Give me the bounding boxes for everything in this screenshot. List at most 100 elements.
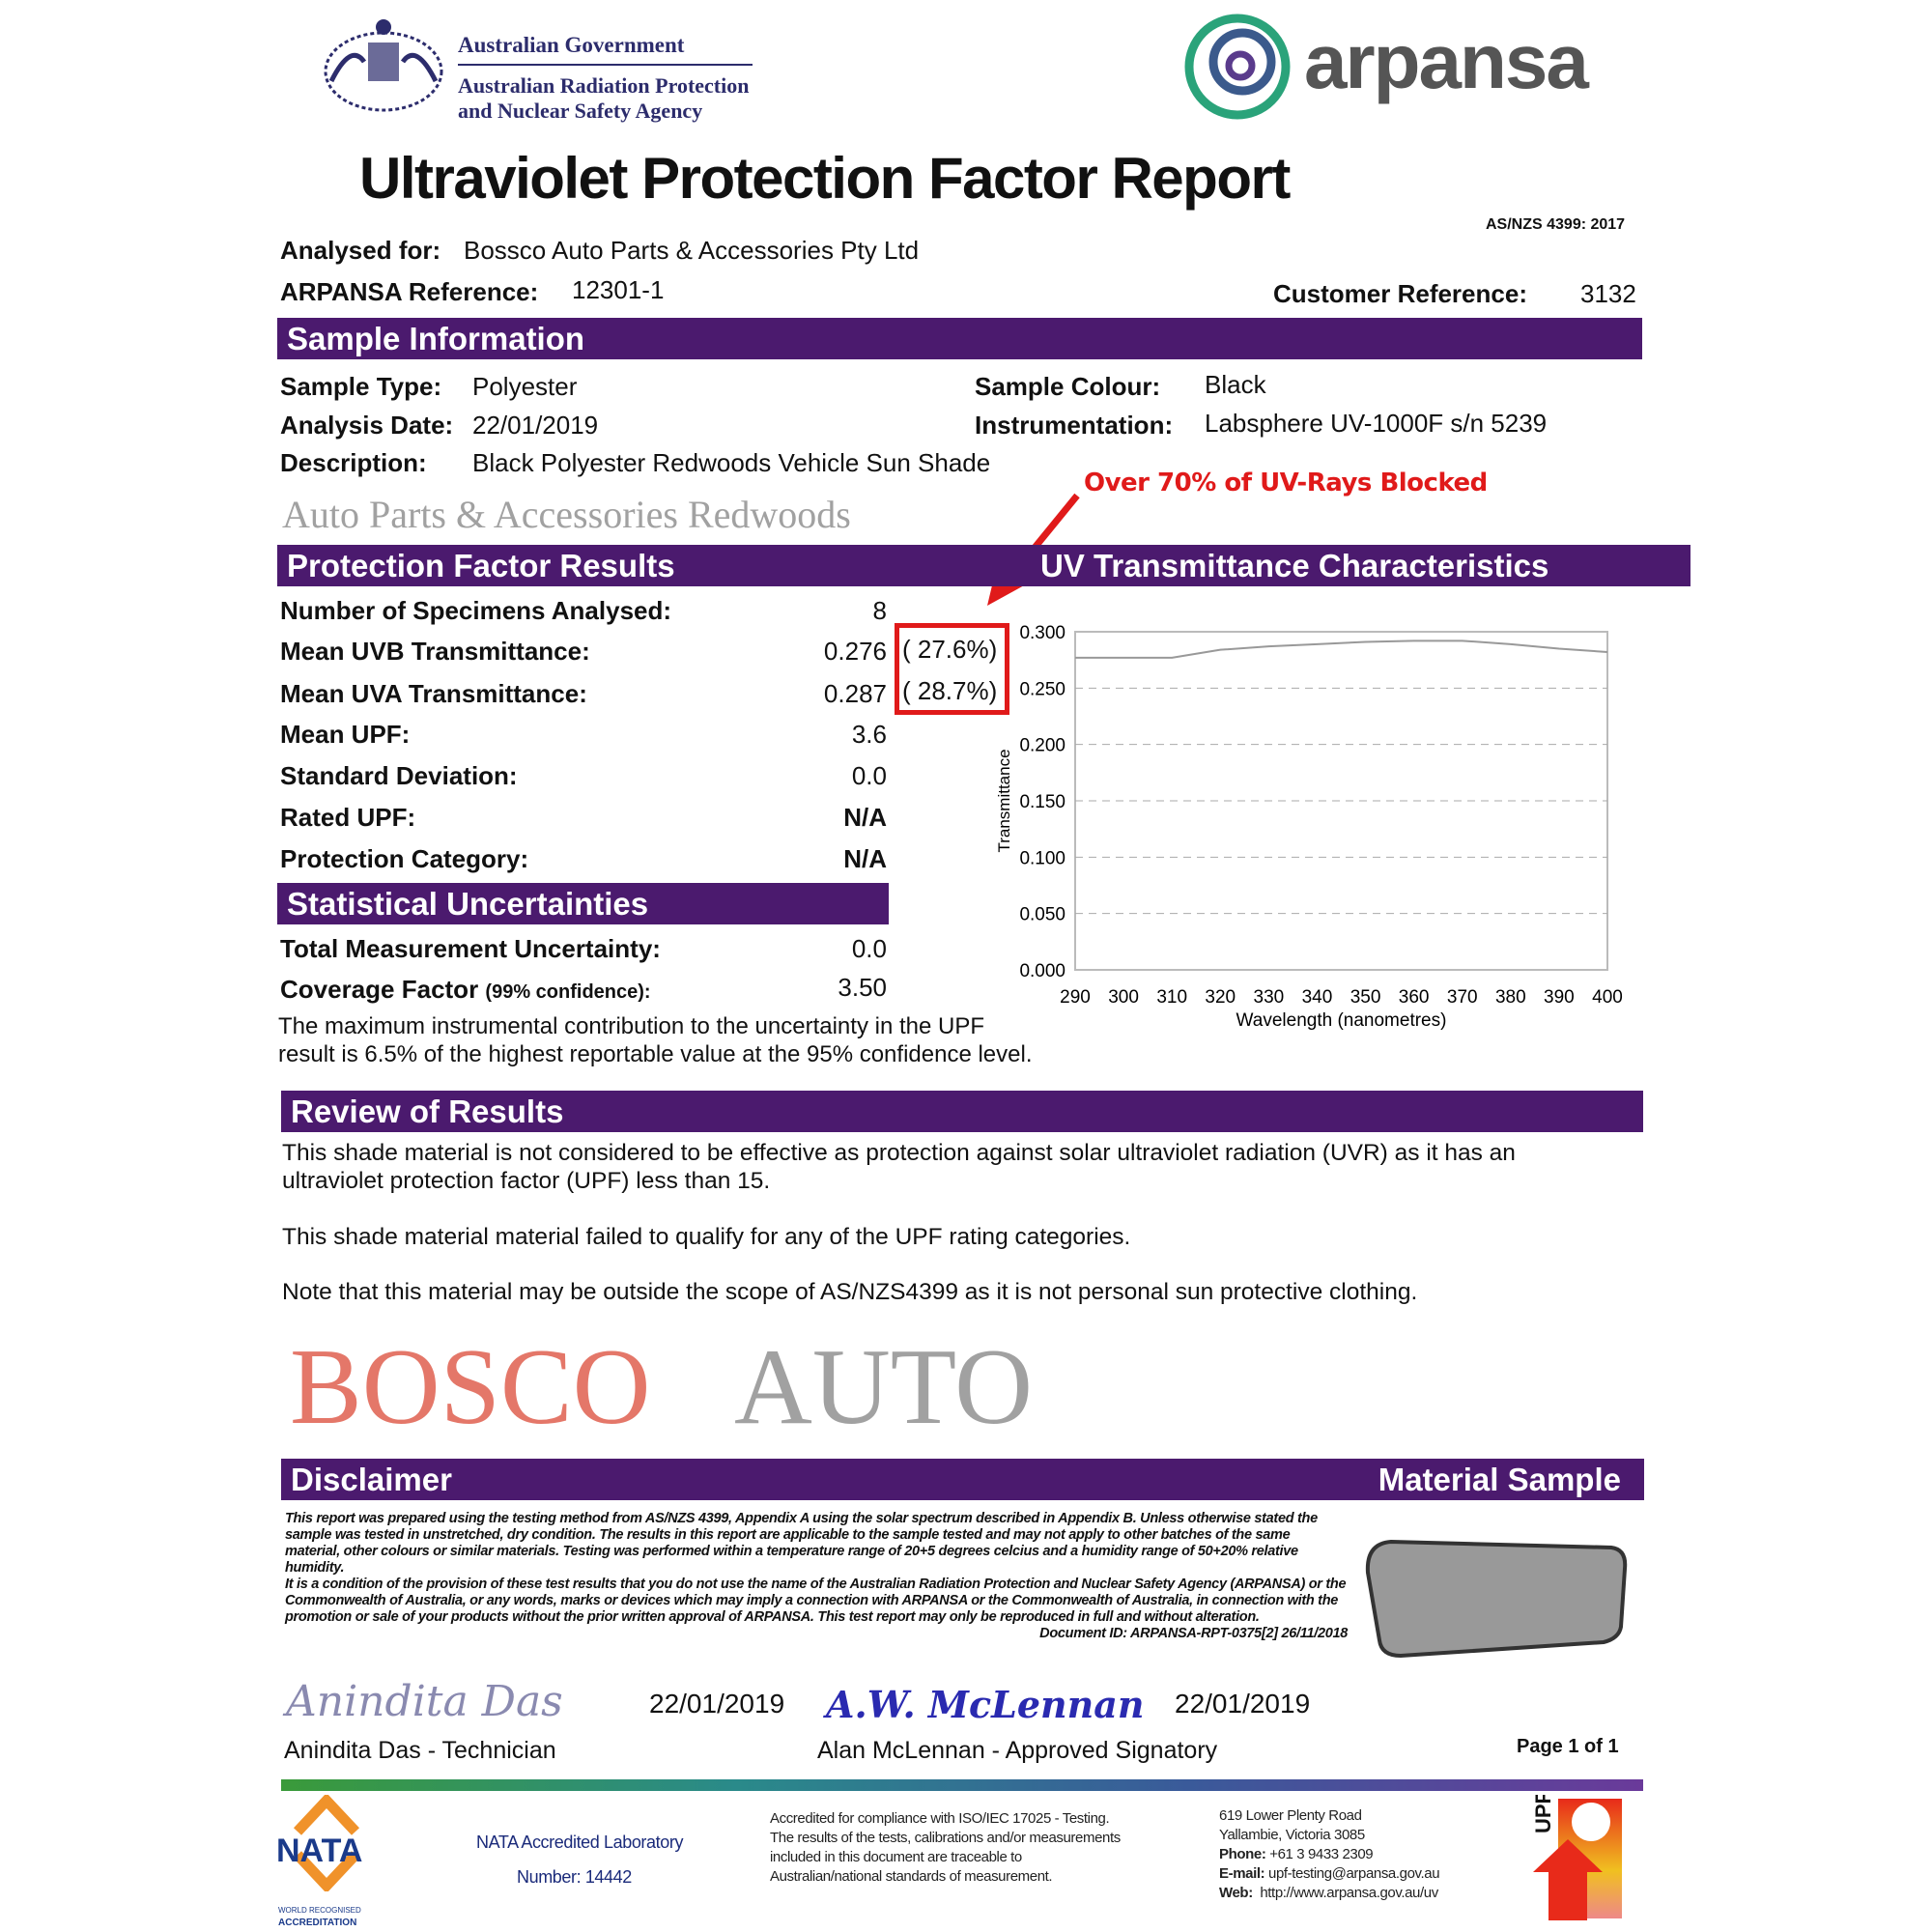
uv-chart-heading: UV Transmittance Characteristics <box>1040 548 1549 583</box>
coverage-factor-text: Coverage Factor <box>280 975 479 1004</box>
accreditation-text: Accredited for compliance with ISO/IEC 1… <box>770 1809 1121 1887</box>
phone-label: Phone: <box>1219 1846 1266 1862</box>
analysis-date-label: Analysis Date: <box>280 411 454 440</box>
uncertainty-para-1: The maximum instrumental contribution to… <box>278 1013 984 1039</box>
y-axis-label: Transmittance <box>995 749 1013 852</box>
description-value: Black Polyester Redwoods Vehicle Sun Sha… <box>472 448 991 477</box>
protection-results-title: Protection Factor Results <box>287 548 675 583</box>
analysed-for-label: Analysed for: <box>280 236 441 265</box>
sample-colour-value: Black <box>1205 370 1266 399</box>
y-tick-label: 0.250 <box>1019 679 1065 699</box>
coverage-factor-label: Coverage Factor (99% confidence): <box>280 975 651 1005</box>
x-tick-label: 370 <box>1447 987 1478 1008</box>
y-tick-label: 0.200 <box>1019 736 1065 756</box>
arpansa-brand: arpansa <box>1304 18 1589 104</box>
x-tick-label: 290 <box>1060 987 1091 1008</box>
signatory-signature: A.W. McLennan <box>826 1683 1145 1726</box>
disclaimer-heading: Disclaimer Material Sample <box>281 1459 1644 1500</box>
acc-line-3: included in this document are traceable … <box>770 1849 1022 1865</box>
signatory-sign-date: 22/01/2019 <box>1175 1689 1311 1719</box>
review-para-1b: ultraviolet protection factor (UPF) less… <box>282 1168 771 1194</box>
disclaimer-para-1: This report was prepared using the testi… <box>285 1511 1318 1576</box>
coverage-factor-value: 3.50 <box>838 973 887 1002</box>
result-value: 0.276 <box>823 637 887 666</box>
x-tick-label: 320 <box>1205 987 1236 1008</box>
result-label: Mean UVB Transmittance: <box>280 637 590 666</box>
nata-sub-2: ACCREDITATION <box>278 1918 357 1928</box>
tmu-label: Total Measurement Uncertainty: <box>280 934 661 963</box>
annotation-callout: Over 70% of UV-Rays Blocked <box>1084 469 1488 497</box>
coat-of-arms-logo <box>322 14 445 122</box>
nata-number: Number: 14442 <box>517 1867 632 1887</box>
coverage-factor-note: (99% confidence): <box>485 981 651 1003</box>
phone-value: +61 3 9433 2309 <box>1269 1846 1374 1862</box>
x-tick-label: 300 <box>1108 987 1139 1008</box>
standard-ref: AS/NZS 4399: 2017 <box>1486 216 1626 233</box>
email-link[interactable]: upf-testing@arpansa.gov.au <box>1268 1865 1440 1882</box>
customer-ref-value: 3132 <box>1580 279 1636 308</box>
analysed-for-value: Bossco Auto Parts & Accessories Pty Ltd <box>464 236 920 265</box>
signatory-name: Alan McLennan - Approved Signatory <box>817 1737 1218 1764</box>
disclaimer-title: Disclaimer <box>291 1462 452 1497</box>
x-tick-label: 340 <box>1302 987 1333 1008</box>
arpansa-ref-label: ARPANSA Reference: <box>280 277 539 306</box>
result-value: 8 <box>872 596 887 625</box>
uv-transmittance-chart: 0.000 0.050 0.100 0.150 0.200 0.250 0.300 290 30… <box>995 623 1623 1031</box>
result-value: N/A <box>843 803 887 832</box>
technician-name: Anindita Das - Technician <box>284 1737 556 1764</box>
x-tick-label: 350 <box>1350 987 1381 1008</box>
material-sample-image <box>1365 1539 1628 1659</box>
description-label: Description: <box>280 448 427 477</box>
uncertainty-para-2: result is 6.5% of the highest reportable… <box>278 1041 1033 1067</box>
x-tick-label: 360 <box>1399 987 1430 1008</box>
gov-line-3: and Nuclear Safety Agency <box>458 99 703 123</box>
document-id: Document ID: ARPANSA-RPT-0375[2] 26/11/2… <box>1039 1626 1348 1641</box>
gov-line-1: Australian Government <box>458 33 685 57</box>
instrumentation-value: Labsphere UV-1000F s/n 5239 <box>1205 409 1548 438</box>
analysis-date-value: 22/01/2019 <box>472 411 599 440</box>
sample-type-label: Sample Type: <box>280 372 442 401</box>
tmu-value: 0.0 <box>851 934 887 963</box>
disclaimer-text: This report was prepared using the testi… <box>285 1511 1348 1642</box>
percent-highlight-box <box>895 623 1009 715</box>
address-block: 619 Lower Plenty Road Yallambie, Victori… <box>1219 1806 1440 1903</box>
upf-logo: UPF <box>1531 1795 1622 1920</box>
uva-percent: ( 28.7%) <box>902 676 998 705</box>
sample-colour-label: Sample Colour: <box>975 372 1161 401</box>
instrumentation-label: Instrumentation: <box>975 411 1174 440</box>
result-value: 0.287 <box>823 679 887 708</box>
y-tick-label: 0.050 <box>1019 905 1065 925</box>
gov-divider <box>458 64 753 66</box>
uncertainties-heading: Statistical Uncertainties <box>277 883 889 924</box>
acc-line-4: Australian/national standards of measure… <box>770 1868 1053 1885</box>
transmittance-line <box>1075 639 1608 659</box>
review-heading: Review of Results <box>281 1091 1643 1132</box>
y-tick-label: 0.100 <box>1019 848 1065 868</box>
uvb-percent: ( 27.6%) <box>902 635 998 664</box>
result-label: Mean UVA Transmittance: <box>280 679 587 708</box>
result-label: Mean UPF: <box>280 720 411 749</box>
nata-lab: NATA Accredited Laboratory <box>476 1833 684 1852</box>
acc-line-2: The results of the tests, calibrations a… <box>770 1830 1121 1846</box>
result-label: Number of Specimens Analysed: <box>280 596 672 625</box>
acc-line-1: Accredited for compliance with ISO/IEC 1… <box>770 1810 1110 1827</box>
x-axis-label: Wavelength (nanometres) <box>1236 1010 1447 1031</box>
sample-info-heading: Sample Information <box>277 318 1642 359</box>
result-label: Rated UPF: <box>280 803 416 832</box>
web-link[interactable]: http://www.arpansa.gov.au/uv <box>1260 1885 1438 1901</box>
y-tick-label: 0.000 <box>1019 961 1065 981</box>
review-para-3: Note that this material may be outside t… <box>282 1279 1418 1305</box>
review-para-2: This shade material material failed to q… <box>282 1224 1131 1250</box>
nata-logo <box>293 1795 360 1891</box>
x-tick-label: 330 <box>1254 987 1285 1008</box>
web-label: Web: <box>1219 1885 1253 1901</box>
protection-results-heading: Protection Factor Results UV Transmittanc… <box>277 545 1690 586</box>
address-line-2: Yallambie, Victoria 3085 <box>1219 1827 1365 1843</box>
page-number: Page 1 of 1 <box>1517 1736 1619 1757</box>
technician-sign-date: 22/01/2019 <box>649 1689 785 1719</box>
result-value: 3.6 <box>851 720 887 749</box>
page-title: Ultraviolet Protection Factor Report <box>359 146 1291 211</box>
x-tick-label: 380 <box>1495 987 1526 1008</box>
address-line-1: 619 Lower Plenty Road <box>1219 1807 1362 1824</box>
x-tick-label: 310 <box>1156 987 1187 1008</box>
